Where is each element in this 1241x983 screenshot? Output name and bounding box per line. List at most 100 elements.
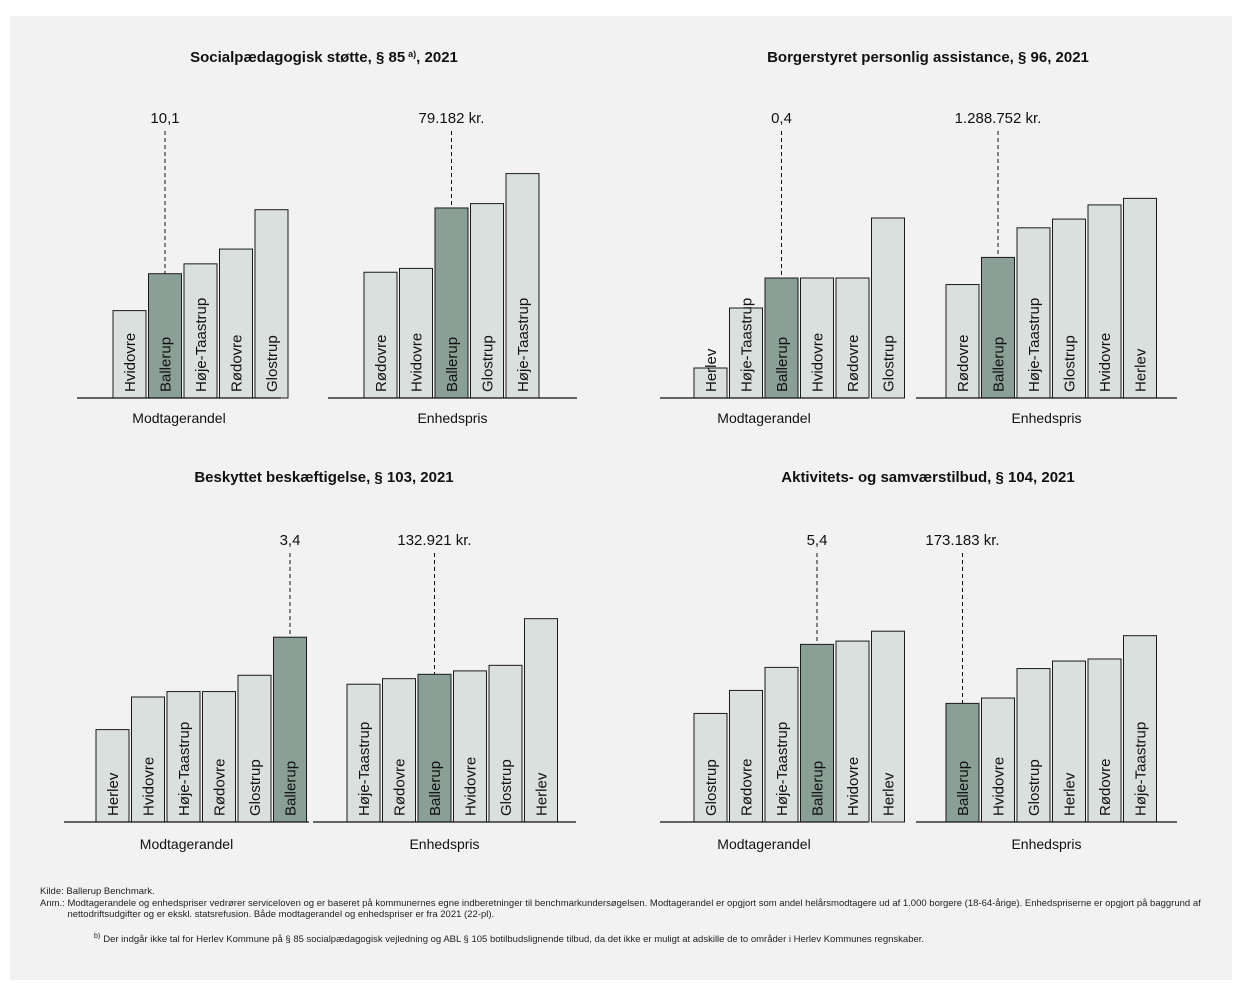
source-row: Kilde: Ballerup Benchmark. bbox=[40, 886, 1225, 898]
group-enhedspris: Ballerup Hvidovre Glostrup Herlev Rødovre Høj… bbox=[916, 532, 1177, 852]
chart-title-suffix: , 2021 bbox=[416, 49, 458, 66]
group-label: Enhedspris bbox=[1011, 836, 1081, 852]
bar-hvidovre bbox=[1087, 204, 1122, 399]
chart-title-text: Borgerstyret personlig assistance, § 96,… bbox=[767, 49, 1089, 66]
bar-label-hoeje-taastrup: Høje-Taastrup bbox=[193, 298, 210, 392]
bar-label-glostrup: Glostrup bbox=[1062, 335, 1079, 392]
note-text: Modtagerandele og enhedspriser vedrører … bbox=[67, 897, 1201, 921]
group-label: Modtagerandel bbox=[132, 410, 225, 426]
bar-label-hoeje-taastrup: Høje-Taastrup bbox=[515, 298, 532, 392]
bar-label-hvidovre: Hvidovre bbox=[409, 333, 426, 392]
bar-hvidovre bbox=[800, 277, 834, 399]
bar-label-ballerup: Ballerup bbox=[444, 337, 461, 392]
bar-label-roedovre: Rødovre bbox=[392, 758, 409, 816]
bar-label-hoeje-taastrup: Høje-Taastrup bbox=[1026, 298, 1043, 392]
callout-value: 3,4 bbox=[280, 532, 301, 549]
bar-label-glostrup: Glostrup bbox=[480, 335, 497, 392]
callout-value: 10,1 bbox=[150, 110, 179, 127]
bar-label-ballerup: Ballerup bbox=[427, 761, 444, 816]
bar-label-ballerup: Ballerup bbox=[774, 337, 791, 392]
bar-label-roedovre: Rødovre bbox=[212, 758, 229, 816]
bar-label-glostrup: Glostrup bbox=[881, 335, 898, 392]
bar-label-hvidovre: Hvidovre bbox=[1097, 333, 1114, 392]
bar-hoeje-taastrup bbox=[729, 307, 763, 399]
callout-value: 0,4 bbox=[771, 110, 792, 127]
group-label: Enhedspris bbox=[409, 836, 479, 852]
group-modtagerandel: Glostrup Rødovre Høje-Taastrup Ballerup Hvid… bbox=[660, 532, 905, 852]
bar-label-herlev: Herlev bbox=[1133, 348, 1150, 392]
notes-block: Kilde: Ballerup Benchmark. Anm.: Modtage… bbox=[40, 886, 1225, 945]
footnote-row: b) Der indgår ikke tal for Herlev Kommune… bbox=[40, 931, 1225, 946]
bar-label-ballerup: Ballerup bbox=[955, 761, 972, 816]
bar-label-hvidovre: Hvidovre bbox=[991, 757, 1008, 816]
callout-value: 132.921 kr. bbox=[397, 532, 471, 549]
bar-hoeje-taastrup bbox=[1123, 635, 1157, 823]
note-row: Anm.: Modtagerandele og enhedspriser ved… bbox=[40, 898, 1225, 921]
bar-label-hoeje-taastrup: Høje-Taastrup bbox=[356, 722, 373, 816]
bar-ballerup bbox=[981, 256, 1015, 399]
bar-label-ballerup: Ballerup bbox=[158, 337, 175, 392]
bar-hvidovre bbox=[131, 696, 165, 823]
bar-label-hvidovre: Hvidovre bbox=[810, 333, 827, 392]
group-modtagerandel: Herlev Hvidovre Høje-Taastrup Rødovre Glostr… bbox=[64, 532, 309, 852]
chart-title-text: Socialpædagogisk støtte, § 85 bbox=[190, 49, 405, 66]
footnote-text: Der indgår ikke tal for Herlev Kommune p… bbox=[103, 933, 925, 945]
bar-label-herlev: Herlev bbox=[1062, 772, 1079, 816]
group-enhedspris: Rødovre Ballerup Høje-Taastrup Glostrup Hvid… bbox=[916, 110, 1177, 426]
footnote-marker: b) bbox=[94, 932, 101, 940]
bar-glostrup bbox=[237, 674, 272, 823]
bar-label-hvidovre: Hvidovre bbox=[122, 333, 139, 392]
bar-herlev bbox=[1052, 660, 1086, 823]
bar-glostrup bbox=[470, 203, 504, 399]
bar-ballerup bbox=[800, 643, 834, 823]
bar-hoeje-taastrup bbox=[346, 683, 381, 823]
bar-herlev bbox=[524, 618, 558, 823]
bar-hoeje-taastrup bbox=[166, 691, 201, 823]
chart-1: Socialpædagogisk støtte, § 85 a), 2021 Hvi… bbox=[77, 49, 577, 426]
group-modtagerandel: Herlev Høje-Taastrup Ballerup Hvidovre Rødov… bbox=[660, 110, 905, 426]
bar-label-hoeje-taastrup: Høje-Taastrup bbox=[774, 722, 791, 816]
bar-roedovre bbox=[219, 248, 253, 399]
callout-value: 173.183 kr. bbox=[925, 532, 999, 549]
bar-hvidovre bbox=[981, 697, 1015, 823]
group-modtagerandel: Hvidovre Ballerup Høje-Taastrup Rødovre Glos… bbox=[77, 110, 289, 426]
chart-title-text: Beskyttet beskæftigelse, § 103, 2021 bbox=[194, 469, 453, 486]
chart-title: Socialpædagogisk støtte, § 85 a), 2021 bbox=[190, 49, 458, 66]
bar-herlev bbox=[871, 630, 905, 823]
bar-label-hvidovre: Hvidovre bbox=[463, 757, 480, 816]
bar-roedovre bbox=[363, 271, 398, 399]
bar-label-glostrup: Glostrup bbox=[1026, 759, 1043, 816]
bar-label-ballerup: Ballerup bbox=[810, 761, 827, 816]
chart-title: Borgerstyret personlig assistance, § 96,… bbox=[767, 49, 1089, 66]
figure-panel: Socialpædagogisk støtte, § 85 a), 2021 Hvi… bbox=[10, 16, 1232, 980]
bar-label-herlev: Herlev bbox=[881, 772, 898, 816]
bar-roedovre bbox=[202, 691, 236, 823]
bar-ballerup bbox=[273, 636, 307, 823]
bar-herlev bbox=[693, 367, 728, 399]
bar-label-hoeje-taastrup: Høje-Taastrup bbox=[176, 722, 193, 816]
bar-herlev bbox=[95, 729, 130, 823]
bar-label-ballerup: Ballerup bbox=[991, 337, 1008, 392]
callout-value: 79.182 kr. bbox=[419, 110, 485, 127]
chart-2: Borgerstyret personlig assistance, § 96,… bbox=[660, 49, 1177, 426]
bar-hoeje-taastrup bbox=[183, 263, 218, 399]
group-label: Modtagerandel bbox=[717, 410, 810, 426]
bar-label-glostrup: Glostrup bbox=[703, 759, 720, 816]
group-enhedspris: Rødovre Hvidovre Ballerup Glostrup Høje-Taas… bbox=[328, 110, 577, 426]
group-enhedspris: Høje-Taastrup Rødovre Ballerup Hvidovre Glos… bbox=[313, 532, 576, 852]
bar-glostrup bbox=[1016, 668, 1051, 823]
group-label: Enhedspris bbox=[1011, 410, 1081, 426]
bar-hvidovre bbox=[835, 640, 870, 823]
chart-title: Beskyttet beskæftigelse, § 103, 2021 bbox=[194, 469, 453, 486]
source-text: Ballerup Benchmark. bbox=[66, 886, 155, 897]
group-label: Modtagerandel bbox=[140, 836, 233, 852]
group-label: Enhedspris bbox=[417, 410, 487, 426]
bar-roedovre bbox=[729, 689, 763, 823]
bar-label-glostrup: Glostrup bbox=[498, 759, 515, 816]
bar-label-ballerup: Ballerup bbox=[283, 761, 300, 816]
bar-label-herlev: Herlev bbox=[534, 772, 551, 816]
chart-4: Aktivitets- og samværstilbud, § 104, 202… bbox=[660, 469, 1177, 852]
note-label: Anm.: bbox=[40, 897, 65, 909]
bar-label-herlev: Herlev bbox=[105, 772, 122, 816]
charts-canvas: Socialpædagogisk støtte, § 85 a), 2021 Hvi… bbox=[64, 49, 1177, 852]
